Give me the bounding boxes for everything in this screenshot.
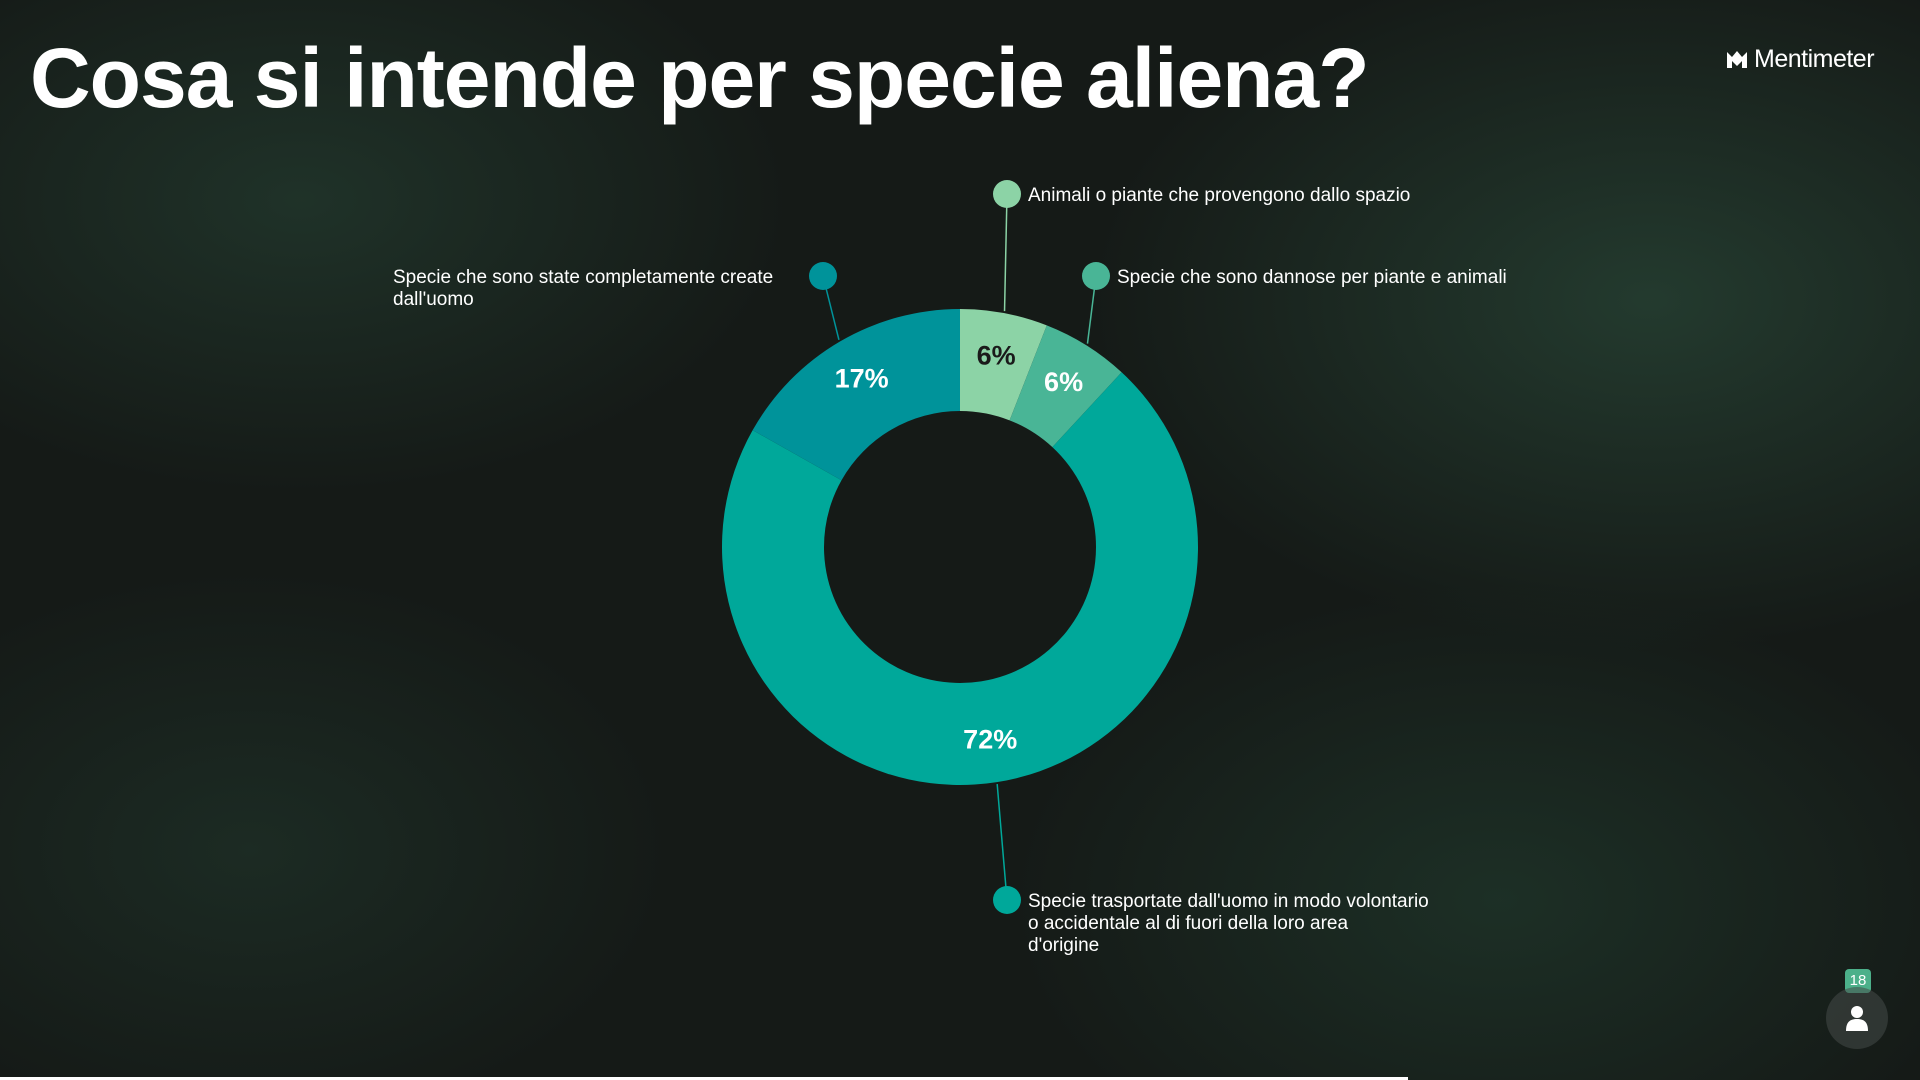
progress-line xyxy=(0,1077,1408,1080)
slice-percent-label: 6% xyxy=(1044,367,1083,397)
leader-line xyxy=(1003,193,1008,312)
legend-dot xyxy=(993,886,1021,914)
legend-label: Specie trasportate dall'uomo in modo vol… xyxy=(1028,891,1429,956)
legend-label: Specie che sono dannose per piante e ani… xyxy=(1117,267,1507,288)
donut-slice xyxy=(722,372,1198,785)
donut-slice xyxy=(752,309,960,481)
legend-label: Specie che sono state completamente crea… xyxy=(393,267,773,310)
participants-button[interactable] xyxy=(1826,987,1888,1049)
slice-percent-label: 17% xyxy=(835,364,889,394)
legend-dot xyxy=(993,180,1021,208)
donut-slice xyxy=(960,309,1047,421)
mentimeter-brand: Mentimeter xyxy=(1726,44,1896,74)
slice-percent-label: 6% xyxy=(977,340,1016,370)
brand-name: Mentimeter xyxy=(1754,44,1875,73)
mentimeter-logo-icon xyxy=(1727,51,1747,68)
person-icon xyxy=(1846,1006,1868,1031)
legend-dot xyxy=(809,262,837,290)
legend-dot xyxy=(1082,262,1110,290)
donut-slice xyxy=(1009,325,1122,448)
leader-line xyxy=(996,784,1008,901)
slice-percent-label: 72% xyxy=(963,725,1017,755)
slide-title: Cosa si intende per specie aliena? xyxy=(30,31,1370,125)
legend-label: Animali o piante che provengono dallo sp… xyxy=(1028,185,1410,206)
